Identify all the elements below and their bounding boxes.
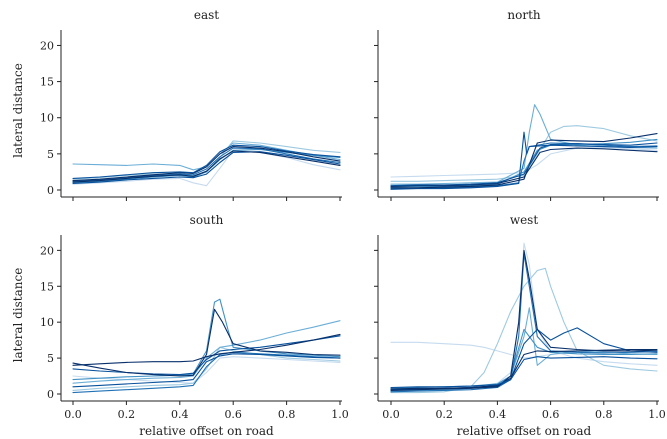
- x-tick-label: 0.2: [118, 408, 136, 421]
- x-tick-label: 1.0: [331, 408, 349, 421]
- panel-title: north: [507, 8, 541, 22]
- series-line: [72, 351, 341, 394]
- x-tick-label: 0.4: [489, 408, 507, 421]
- x-tick-label: 0.6: [542, 408, 560, 421]
- series-line: [390, 142, 658, 187]
- x-tick-label: 0.4: [171, 408, 189, 421]
- y-tick-label: 10: [40, 316, 54, 329]
- y-tick-label: 15: [40, 76, 54, 89]
- series-line: [72, 320, 341, 384]
- x-axis-label: relative offset on road: [457, 424, 592, 438]
- panel-north: north: [374, 8, 659, 201]
- y-tick-label: 5: [47, 148, 54, 161]
- y-tick-label: 0: [47, 388, 54, 401]
- panel-title: east: [194, 8, 219, 22]
- x-tick-label: 1.0: [648, 408, 666, 421]
- series-line: [390, 249, 658, 391]
- y-tick-label: 5: [47, 352, 54, 365]
- series-line: [390, 147, 658, 187]
- series-line: [390, 142, 658, 190]
- series-line: [72, 298, 341, 381]
- series-line: [72, 147, 341, 182]
- series-line: [390, 131, 658, 190]
- series-line: [72, 148, 341, 184]
- series-line: [390, 242, 658, 391]
- x-tick-label: 0.6: [224, 408, 242, 421]
- x-axis-label: relative offset on road: [139, 424, 274, 438]
- y-axis-label: lateral distance: [11, 268, 25, 363]
- x-tick-label: 0.8: [278, 408, 296, 421]
- series-line: [390, 253, 658, 393]
- series-line: [72, 353, 341, 388]
- x-tick-label: 0.0: [64, 408, 82, 421]
- panel-east: 0 5 10 15 20 east lateral distance: [11, 8, 342, 201]
- y-axis-label: lateral distance: [11, 63, 25, 158]
- panel-west: 0.0 0.2 0.4 0.6 0.8 1.0 west relative offset on…: [374, 213, 666, 438]
- panel-title: west: [510, 213, 539, 227]
- y-tick-label: 0: [47, 184, 54, 197]
- series-line: [390, 125, 658, 182]
- series-line: [72, 151, 341, 185]
- series-line: [72, 308, 341, 377]
- panel-title: south: [190, 213, 224, 227]
- series-line: [390, 328, 658, 389]
- series-line: [72, 346, 341, 391]
- x-tick-label: 0.2: [435, 408, 453, 421]
- y-tick-label: 10: [40, 112, 54, 125]
- x-tick-label: 0.0: [382, 408, 400, 421]
- series-line: [390, 133, 658, 189]
- series-line: [390, 307, 658, 392]
- series-line: [72, 149, 341, 187]
- series-line: [390, 348, 658, 390]
- y-tick-label: 20: [40, 244, 54, 257]
- series-line: [72, 146, 341, 182]
- series-line: [390, 146, 658, 178]
- y-tick-label: 20: [40, 39, 54, 52]
- x-tick-label: 0.8: [595, 408, 613, 421]
- series-line: [390, 356, 658, 389]
- series-line: [72, 150, 341, 183]
- panel-south: 0 5 10 15 20 0.0 0.2 0.4 0.6 0.8 1.0 south relative …: [11, 213, 349, 438]
- series-line: [72, 144, 341, 179]
- y-tick-label: 15: [40, 280, 54, 293]
- series-line: [72, 333, 341, 366]
